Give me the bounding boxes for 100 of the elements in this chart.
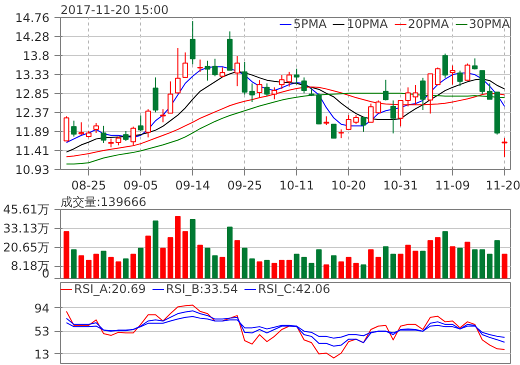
bar xyxy=(71,249,77,278)
bar xyxy=(264,260,270,278)
bar xyxy=(442,231,448,278)
candlestick xyxy=(442,53,448,78)
bar xyxy=(190,219,196,278)
candlestick xyxy=(360,116,366,132)
candlestick xyxy=(457,70,463,87)
bar xyxy=(138,248,144,278)
x-tick-label: 09-14 xyxy=(175,178,210,192)
bar xyxy=(234,240,240,278)
candlestick xyxy=(123,130,129,142)
x-tick-label: 08-25 xyxy=(71,178,106,192)
legend-label: RSI_B:33.54 xyxy=(166,282,238,296)
candlestick xyxy=(472,58,478,70)
bar xyxy=(450,246,456,278)
bar xyxy=(324,264,330,278)
candlestick xyxy=(301,76,307,94)
candlestick xyxy=(168,80,174,114)
bar xyxy=(486,254,493,278)
y-tick-label: 12.85 xyxy=(15,86,50,101)
bar xyxy=(376,256,382,278)
y-tick-label: 20.65万 xyxy=(3,240,50,254)
y-tick-label: 45.61万 xyxy=(3,202,50,216)
bar xyxy=(338,261,344,278)
bar xyxy=(152,220,158,278)
bar xyxy=(457,248,463,278)
y-tick-label: 13.33 xyxy=(15,68,50,82)
legend-label: 5PMA xyxy=(293,17,327,31)
candlestick xyxy=(450,65,456,86)
x-tick-label: 10-20 xyxy=(331,178,366,192)
y-tick-label: 13 xyxy=(34,347,50,362)
bar xyxy=(197,244,203,278)
candlestick xyxy=(190,20,196,65)
candlestick xyxy=(93,122,99,134)
bar xyxy=(494,240,500,278)
candlestick xyxy=(160,108,166,123)
candlestick xyxy=(145,108,151,138)
bar xyxy=(428,240,434,278)
bar xyxy=(256,261,262,278)
candlestick xyxy=(71,120,77,138)
bar xyxy=(145,236,151,278)
chart-title: 成交量:139666 xyxy=(60,195,146,209)
bar xyxy=(472,249,478,278)
legend-label: 10PMA xyxy=(346,17,388,31)
candlestick xyxy=(152,76,158,113)
x-tick-label: 09-25 xyxy=(227,178,262,192)
bar xyxy=(130,254,136,278)
legend-label: 30PMA xyxy=(468,17,510,31)
bar xyxy=(227,226,233,278)
x-tick-label: 10-11 xyxy=(279,178,314,192)
chart-title: 2017-11-20 15:00 xyxy=(60,3,169,17)
candlestick xyxy=(242,61,248,95)
y-tick-label: 13.8 xyxy=(22,49,50,64)
candlestick xyxy=(434,67,441,86)
y-tick-label: 11.89 xyxy=(15,124,50,139)
candlestick xyxy=(234,55,240,87)
candlestick xyxy=(286,71,292,88)
bar xyxy=(434,237,441,278)
line-series xyxy=(66,310,506,347)
x-tick-label: 11-20 xyxy=(486,178,520,192)
bar xyxy=(294,254,300,278)
bar xyxy=(368,249,374,278)
candlestick xyxy=(220,67,226,78)
candlestick xyxy=(197,59,203,72)
candlestick xyxy=(294,68,300,86)
bar xyxy=(64,231,70,278)
bar xyxy=(420,250,426,278)
candlestick xyxy=(100,125,106,144)
line-series xyxy=(66,304,506,358)
bar xyxy=(390,254,396,278)
candlestick xyxy=(398,100,404,127)
y-tick-label: 12.37 xyxy=(15,106,50,120)
candlestick xyxy=(130,126,136,146)
legend-label: 20PMA xyxy=(408,17,449,31)
bar xyxy=(242,248,248,278)
bar xyxy=(330,255,337,278)
y-tick-label: 33.13万 xyxy=(3,221,50,236)
candlestick xyxy=(249,82,255,103)
bar xyxy=(286,260,292,278)
bar xyxy=(182,231,188,278)
bar xyxy=(382,246,389,278)
x-tick-label: 10-31 xyxy=(383,178,418,192)
candlestick xyxy=(78,122,84,136)
series-label: RSI_A:20.69 xyxy=(74,282,146,296)
candlestick xyxy=(420,77,426,110)
y-tick-label: 53 xyxy=(34,324,50,339)
y-tick-label: 14.28 xyxy=(15,30,50,44)
bar xyxy=(220,256,226,278)
candlestick xyxy=(390,100,396,134)
candlestick xyxy=(486,82,493,100)
candlestick xyxy=(479,70,486,95)
y-tick-label: 10.93 xyxy=(15,163,50,177)
bar xyxy=(100,250,106,278)
x-tick-label: 09-05 xyxy=(123,178,158,192)
bar xyxy=(93,254,99,278)
candlestick xyxy=(376,100,382,114)
candlestick xyxy=(382,79,389,101)
candlestick xyxy=(368,103,374,123)
bar xyxy=(479,249,486,278)
candlestick xyxy=(330,124,337,140)
